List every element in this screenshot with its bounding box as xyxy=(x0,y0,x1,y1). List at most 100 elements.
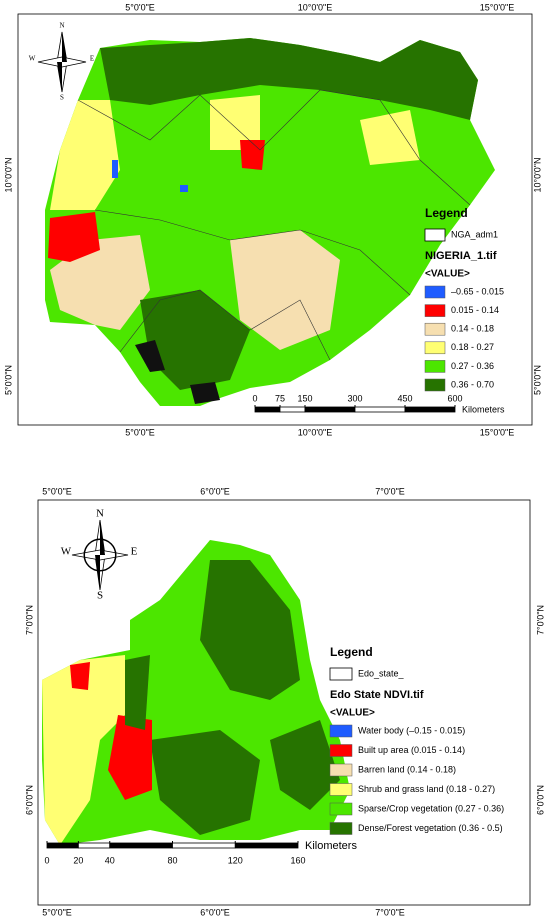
delta xyxy=(190,382,220,404)
scale-segment xyxy=(77,842,111,849)
scale-label: 300 xyxy=(347,393,362,403)
legend-swatch xyxy=(424,341,446,355)
north-arrow xyxy=(62,32,67,62)
region xyxy=(108,715,152,800)
state-boundary xyxy=(94,209,411,296)
north-label: E xyxy=(90,55,94,63)
scale-label: 40 xyxy=(105,855,115,865)
delta xyxy=(135,340,165,372)
legend-label: Dense/Forest vegetation (0.36 - 0.5) xyxy=(358,823,503,833)
north-arrow xyxy=(57,62,62,92)
legend-subtitle: <VALUE> xyxy=(330,708,375,719)
scale-segment xyxy=(254,406,281,413)
north-label: E xyxy=(131,546,138,558)
scale-label: 150 xyxy=(297,393,312,403)
scale-label: 75 xyxy=(275,393,285,403)
scale-segment xyxy=(109,842,173,849)
legend-swatch xyxy=(424,228,446,242)
legend-swatch xyxy=(424,378,446,392)
north-label: W xyxy=(29,55,36,63)
scale-segment xyxy=(354,406,406,413)
graticule-label: 6°0'0"N xyxy=(535,785,545,815)
legend-swatch xyxy=(329,802,353,816)
graticule-label: 7°0'0"N xyxy=(535,605,545,635)
graticule-label: 10°0'0"E xyxy=(298,427,333,437)
north-arrow xyxy=(95,555,100,590)
state-boundary xyxy=(119,289,331,361)
scale-segment xyxy=(172,842,236,849)
region xyxy=(48,212,100,262)
region xyxy=(150,730,260,835)
graticule-label: 5°0'0"E xyxy=(125,427,155,437)
legend-label: Water body (–0.15 - 0.015) xyxy=(358,725,465,735)
graticule-label: 7°0'0"E xyxy=(375,907,405,917)
region xyxy=(125,655,150,730)
legend-swatch xyxy=(424,304,446,317)
legend-swatch xyxy=(329,724,353,738)
region xyxy=(50,100,120,210)
legend-swatch xyxy=(329,763,353,777)
legend-swatch xyxy=(424,285,446,299)
north-label: N xyxy=(59,22,64,30)
graticule-label: 15°0'0"E xyxy=(480,2,515,12)
scale-segment xyxy=(234,842,299,849)
graticule-label: 10°0'0"N xyxy=(532,157,542,192)
region xyxy=(240,140,265,170)
legend-label: Barren land (0.14 - 0.18) xyxy=(358,764,456,774)
legend-label: 0.18 - 0.27 xyxy=(451,342,494,352)
legend-label: Edo_state_ xyxy=(358,668,405,678)
legend-swatch xyxy=(329,822,353,835)
state-boundary xyxy=(77,89,471,206)
region xyxy=(70,662,90,690)
north-label: N xyxy=(96,508,104,520)
graticule-label: 6°0'0"N xyxy=(24,785,34,815)
legend-subtitle: Edo State NDVI.tif xyxy=(330,689,424,701)
graticule-label: 5°0'0"N xyxy=(3,365,13,395)
scale-segment xyxy=(279,406,306,413)
legend-swatch xyxy=(329,783,353,796)
scale-label: 0 xyxy=(252,393,257,403)
north-label: S xyxy=(97,590,103,602)
region xyxy=(270,720,340,810)
graticule-label: 6°0'0"E xyxy=(200,486,230,496)
region xyxy=(42,655,125,845)
graticule-label: 7°0'0"E xyxy=(375,486,405,496)
scale-label: 450 xyxy=(397,393,412,403)
legend-swatch xyxy=(424,322,446,336)
north-arrow xyxy=(83,538,117,572)
region xyxy=(360,110,420,165)
legend-subtitle: NIGERIA_1.tif xyxy=(425,250,497,262)
scale-segment xyxy=(404,406,456,413)
legend-label: Sparse/Crop vegetation (0.27 - 0.36) xyxy=(358,803,504,813)
scale-unit: Kilometers xyxy=(462,404,505,414)
nigeria-map xyxy=(45,38,495,406)
legend-label: 0.36 - 0.70 xyxy=(451,379,494,389)
scale-label: 160 xyxy=(290,855,305,865)
scale-label: 80 xyxy=(167,855,177,865)
north-label: S xyxy=(60,94,64,102)
legend-title: Legend xyxy=(330,645,373,659)
legend-subtitle: <VALUE> xyxy=(425,269,470,280)
graticule-label: 10°0'0"E xyxy=(298,2,333,12)
region xyxy=(100,38,478,120)
region xyxy=(112,160,118,178)
legend-label: –0.65 - 0.015 xyxy=(451,286,504,296)
north-arrow xyxy=(100,520,105,555)
legend-label: 0.27 - 0.36 xyxy=(451,361,494,371)
graticule-label: 5°0'0"E xyxy=(125,2,155,12)
legend-label: 0.14 - 0.18 xyxy=(451,324,494,334)
scale-label: 600 xyxy=(447,393,462,403)
edo-map xyxy=(42,540,350,845)
graticule-label: 15°0'0"E xyxy=(480,427,515,437)
scale-label: 0 xyxy=(44,855,49,865)
legend-label: 0.015 - 0.14 xyxy=(451,305,499,315)
scale-segment xyxy=(304,406,356,413)
region xyxy=(140,290,250,390)
scale-unit: Kilometers xyxy=(305,840,357,852)
scale-label: 20 xyxy=(73,855,83,865)
legend-label: Built up area (0.015 - 0.14) xyxy=(358,745,465,755)
legend-label: Shrub and grass land (0.18 - 0.27) xyxy=(358,784,495,794)
region xyxy=(210,95,260,150)
legend-swatch xyxy=(329,744,353,757)
north-label: W xyxy=(61,546,72,558)
